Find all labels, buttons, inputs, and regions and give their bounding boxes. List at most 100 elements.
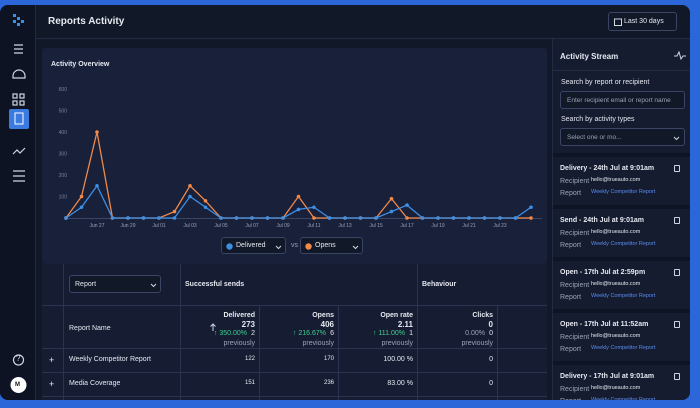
search-placeholder: Enter recipient email or report name [567,97,671,104]
data-point [79,194,84,199]
data-point [203,199,208,203]
data-point [358,216,363,220]
pulse-icon [674,51,686,60]
x-tick-label: Jul 11 [308,223,321,229]
col-divider [259,305,260,400]
sidebar: ? M [0,5,36,400]
search-label: Search by report or recipient [561,79,650,86]
avatar[interactable]: M [15,382,20,388]
help-icon[interactable]: ? [16,354,21,363]
data-point [79,205,84,210]
x-tick-label: Jul 15 [369,223,383,229]
report-select[interactable]: Report [69,275,161,293]
copy-icon [674,373,680,380]
data-point [188,194,192,199]
report-label: Report [560,190,582,197]
col-divider [417,264,418,305]
chevron [673,136,680,141]
chart-title: Activity Overview [51,61,110,68]
recipient-label: Recipient [560,282,590,289]
x-tick-label: Jul 05 [214,223,228,229]
data-point [110,216,115,220]
series-a-label: Delivered [236,242,266,249]
data-point [482,216,487,220]
col-previous-label: previously [302,340,334,347]
data-point [529,216,533,220]
data-point [64,216,68,220]
types-placeholder: Select one or mo... [567,134,622,141]
stream-divider [553,309,690,313]
compare-word: vs [291,242,298,249]
stream-item-title: Delivery - 24th Jul at 9:01am [560,165,655,172]
activity-stream: Activity Stream Search by report or reci… [552,39,690,400]
data-point [203,205,208,210]
report-link[interactable]: Weekly Competitor Report [591,293,656,299]
x-tick-label: Jul 23 [493,223,507,229]
activity-chart: Activity Overview0100200300400500600Jun … [51,61,542,229]
recipient-label: Recipient [560,178,590,185]
recipient: hello@trueauto.com [591,281,641,287]
series-b-label: Opens [315,242,336,249]
report-link[interactable]: Weekly Competitor Report [591,241,656,247]
row-divider [42,372,547,373]
x-tick-label: Jul 07 [245,223,259,229]
y-tick-label: 600 [59,87,68,93]
sidebar-icons [9,14,29,393]
y-tick-label: 400 [59,130,68,136]
x-tick-label: Jun 27 [89,223,104,229]
data-point [188,183,192,188]
report-link[interactable]: Weekly Competitor Report [591,189,656,195]
col-divider [417,305,418,400]
calendar-icon [614,18,622,26]
report-name: Media Coverage [69,380,121,387]
report-name: Weekly Competitor Report [69,356,151,363]
stream-divider [553,153,690,157]
date-range-label: Last 30 days [624,18,664,25]
recipient: hello@trueauto.com [591,333,641,339]
data-point [467,216,471,220]
series-b-select[interactable]: Opens [300,237,363,254]
y-tick-label: 500 [59,109,68,115]
report-link[interactable]: Weekly Competitor Report [591,397,656,400]
col-previous: 0 [489,330,493,337]
sort-icon[interactable] [209,323,217,332]
x-tick-label: Jul 17 [400,223,414,229]
search-input[interactable]: Enter recipient email or report name [560,91,685,109]
data-point [157,216,161,220]
x-tick-label: Jul 09 [276,223,290,229]
col-previous: 2 [251,330,255,337]
report-label: Report [560,398,581,400]
data-point [250,216,254,220]
x-tick-label: Jul 13 [338,223,352,229]
report-link[interactable]: Weekly Competitor Report [591,345,656,351]
col-change: ↑ 350.00% [213,330,247,337]
y-tick-label: 100 [59,195,68,201]
date-range-button[interactable]: Last 30 days [608,12,677,31]
data-point [141,216,146,220]
col-divider [338,305,339,400]
col-header: Clicks [472,312,493,319]
chevron [352,245,359,250]
report-label: Report [560,294,582,301]
col-total: 406 [320,320,334,329]
types-select[interactable]: Select one or mo... [560,128,685,146]
data-point [374,216,378,220]
col-change: ↑ 216.67% [292,330,326,337]
x-tick-label: Jun 29 [120,223,135,229]
data-point [95,130,99,134]
stream-item-title: Open - 17th Jul at 11:52am [560,321,649,328]
col-total: 0 [488,320,493,329]
cell-value: 170 [323,356,334,362]
copy-icon [674,165,680,172]
series-a-select[interactable]: Delivered [221,237,286,254]
recipient: hello@trueauto.com [591,229,641,235]
stream-item-title: Send - 24th Jul at 9:01am [560,217,645,224]
report-select-label: Report [75,281,97,288]
series-a-dot [226,243,233,250]
name-header: Report Name [69,325,111,332]
stream-item-title: Open - 17th Jul at 2:59pm [560,269,646,276]
x-tick-label: Jul 01 [152,223,166,229]
col-previous: 6 [330,330,334,337]
col-header: Open rate [380,312,413,319]
recipient: hello@trueauto.com [591,385,641,391]
